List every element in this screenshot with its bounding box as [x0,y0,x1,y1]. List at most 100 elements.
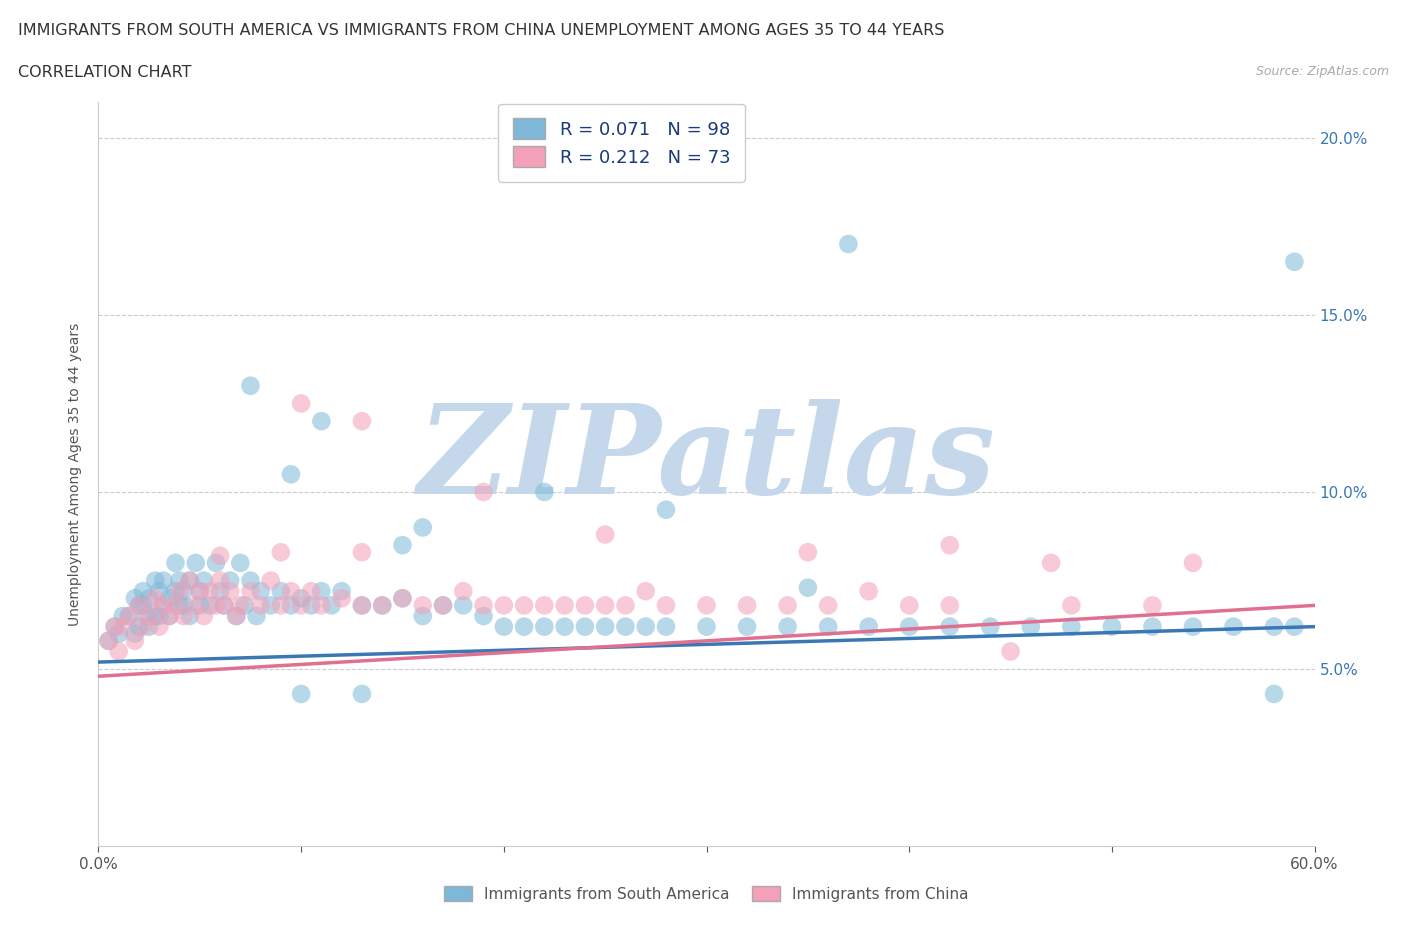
Point [371,598,394,613]
Point [132,598,155,613]
Point [593,619,616,634]
Point [412,608,434,623]
Point [138,591,160,605]
Point [311,584,333,599]
Point [1019,619,1042,634]
Point [225,608,247,623]
Point [124,633,146,648]
Point [1182,619,1205,634]
Point [574,598,596,613]
Point [1222,619,1244,634]
Point [169,584,191,599]
Point [391,591,413,605]
Point [132,584,155,599]
Point [371,598,394,613]
Point [233,598,256,613]
Text: Source: ZipAtlas.com: Source: ZipAtlas.com [1256,65,1389,78]
Point [554,619,576,634]
Point [858,619,880,634]
Point [290,598,312,613]
Point [776,619,799,634]
Point [735,598,758,613]
Point [209,549,232,564]
Point [1142,598,1164,613]
Point [209,584,232,599]
Point [939,538,962,552]
Point [330,591,353,605]
Point [1263,619,1285,634]
Point [165,598,187,613]
Point [1101,619,1123,634]
Point [107,644,129,658]
Point [797,545,820,560]
Point [245,608,267,623]
Point [173,598,195,613]
Point [898,619,921,634]
Point [97,633,120,648]
Point [148,619,170,634]
Point [696,598,718,613]
Point [157,608,180,623]
Point [209,573,232,588]
Point [143,591,166,605]
Point [817,619,839,634]
Point [614,619,637,634]
Point [533,598,555,613]
Point [179,608,201,623]
Point [472,598,495,613]
Point [350,545,373,560]
Point [104,619,127,634]
Point [655,598,678,613]
Point [270,584,292,599]
Point [280,467,302,482]
Point [148,584,170,599]
Point [513,619,536,634]
Point [280,584,302,599]
Point [1000,644,1022,658]
Text: ZIPatlas: ZIPatlas [418,399,995,520]
Point [290,591,312,605]
Point [270,545,292,560]
Point [249,598,271,613]
Point [655,502,678,517]
Point [157,608,180,623]
Point [225,608,247,623]
Point [735,619,758,634]
Point [593,527,616,542]
Point [634,584,657,599]
Point [655,619,678,634]
Point [350,598,373,613]
Point [533,485,555,499]
Point [205,555,228,570]
Text: CORRELATION CHART: CORRELATION CHART [18,65,191,80]
Point [165,584,187,599]
Y-axis label: Unemployment Among Ages 35 to 44 years: Unemployment Among Ages 35 to 44 years [69,323,83,626]
Point [593,598,616,613]
Point [193,573,215,588]
Point [188,584,211,599]
Point [797,580,820,595]
Point [1060,619,1083,634]
Point [412,520,434,535]
Point [1040,555,1063,570]
Point [148,608,170,623]
Point [1263,686,1285,701]
Legend: Immigrants from South America, Immigrants from China: Immigrants from South America, Immigrant… [437,878,976,910]
Point [212,598,235,613]
Point [321,598,343,613]
Point [198,598,221,613]
Point [554,598,576,613]
Point [837,236,859,251]
Point [939,598,962,613]
Point [453,598,475,613]
Point [432,598,454,613]
Point [169,598,191,613]
Point [152,573,174,588]
Point [270,598,292,613]
Point [188,598,211,613]
Point [219,573,242,588]
Point [184,598,207,613]
Point [111,619,134,634]
Text: IMMIGRANTS FROM SOUTH AMERICA VS IMMIGRANTS FROM CHINA UNEMPLOYMENT AMONG AGES 3: IMMIGRANTS FROM SOUTH AMERICA VS IMMIGRA… [18,23,945,38]
Point [492,598,515,613]
